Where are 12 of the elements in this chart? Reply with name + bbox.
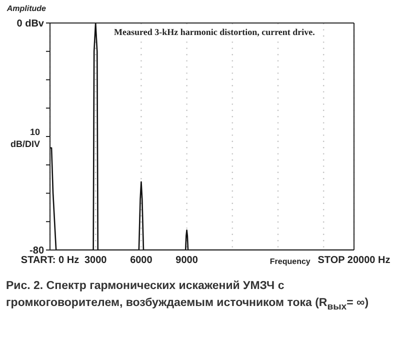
text: 10 dB/DIV [9,126,40,150]
x-tick-label: START: 0 Hz [20,255,80,266]
y-tick-label: 0 dBv [16,18,44,30]
x-tick-label: 3000 [84,255,108,266]
y-tick-label: -80 [30,246,44,257]
chart-title: Measured 3-kHz harmonic distortion, current drive. [112,27,317,37]
y-axis-title: Amplitude [6,4,47,13]
text: Рис. 2. Спектр гармонических искажений УМЗЧ с громкоговорителем, возбуждаемым источником тока (R$_{вых}$= ∞) [6,279,370,314]
x-tick-label: 9000 [176,255,198,266]
x-tick-label: 6000 [130,255,153,266]
x-axis-title: Frequency [270,257,311,266]
x-tick-label: STOP 20000 Hz [318,255,390,266]
